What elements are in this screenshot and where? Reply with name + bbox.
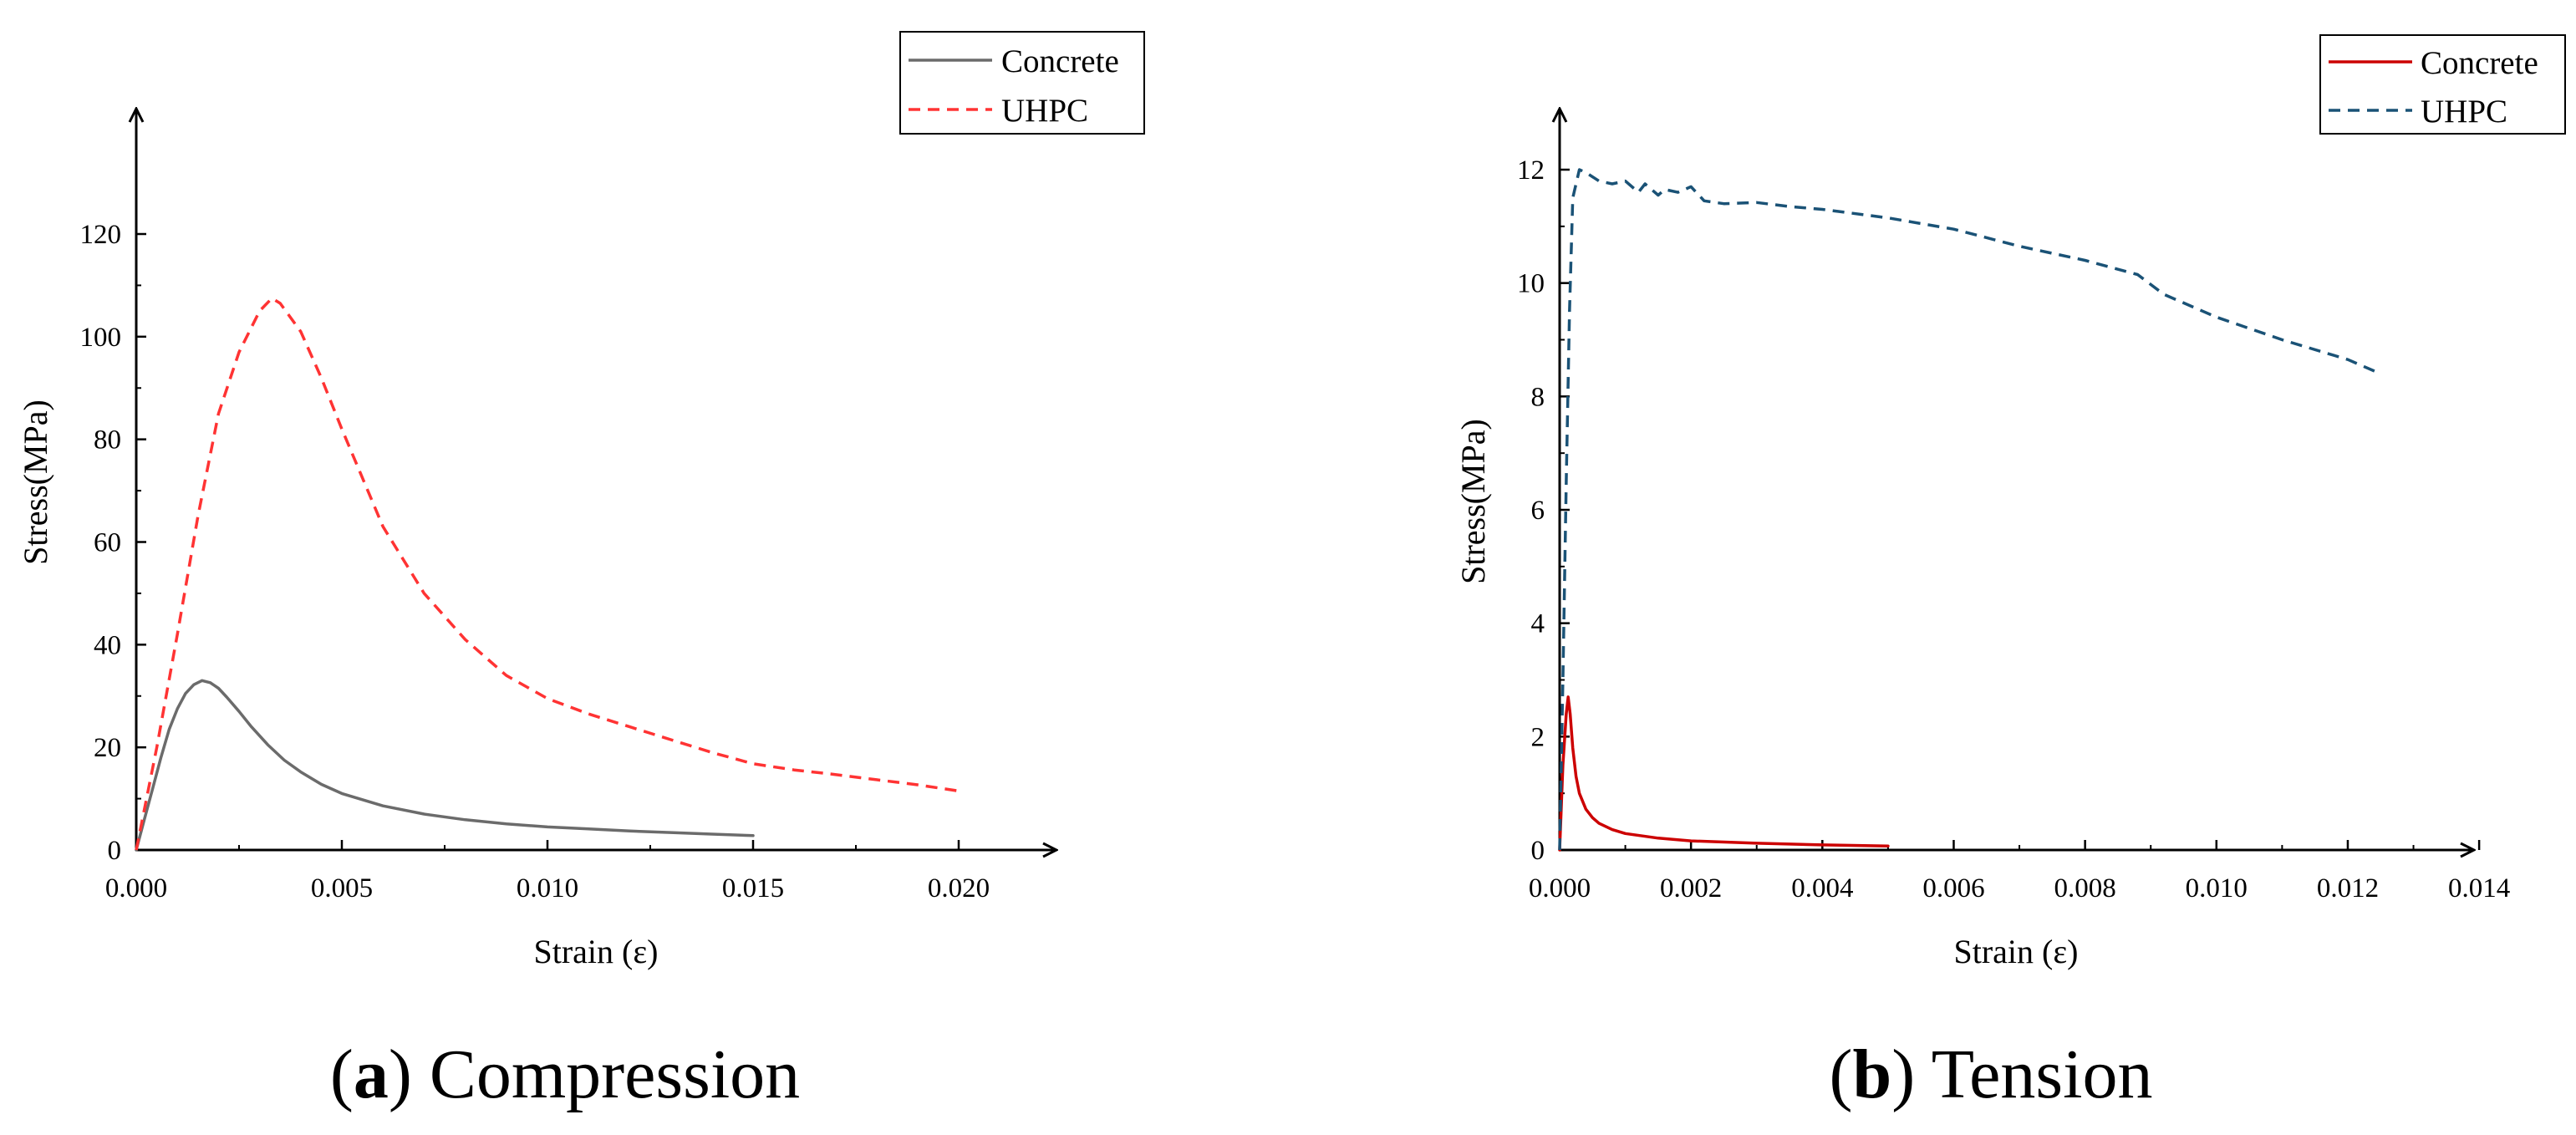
caption-tension-text: Tension [1932,1036,2153,1113]
tension-x-tick-label: 0.000 [1529,873,1591,903]
tension-y-tick-label: 8 [1531,382,1545,412]
tension-x-tick-label: 0.002 [1660,873,1722,903]
tension-x-axis-title: Strain (ε) [1954,933,2079,970]
compression-legend: Concrete UHPC [899,31,1145,135]
tension-x-tick-label: 0.010 [2186,873,2248,903]
compression-series-uhpc-line [135,297,960,851]
caption-tension-letter: b [1853,1036,1892,1113]
legend-uhpc-label: UHPC [2421,94,2507,130]
compression-plot: 0 20 40 60 80 100 120 0.000 0.005 0.010 0.015 0.020 [80,109,1057,903]
tension-y-axis-title: Stress(MPa) [1454,419,1492,584]
legend-uhpc-label: UHPC [1001,93,1088,129]
compression-y-tick-label: 120 [80,220,122,250]
compression-y-tick-label: 100 [80,323,122,353]
tension-plot: 0 2 4 6 8 10 12 0.000 0.002 0.004 0.006 0.008 0.010 0… [1517,109,2510,903]
compression-series-concrete-line [135,679,755,852]
compression-x-tick-label: 0.010 [517,873,578,903]
compression-panel: 0 20 40 60 80 100 120 0.000 0.005 0.010 0.015 0.020… [17,31,1145,1113]
compression-y-tick-label: 40 [94,630,121,660]
compression-y-tick-label: 0 [108,836,122,866]
tension-y-tick-label: 0 [1531,836,1545,866]
legend-concrete-label: Concrete [2421,45,2538,81]
tension-y-tick-label: 12 [1517,155,1545,186]
tension-x-tick-label: 0.014 [2448,873,2510,903]
compression-y-tick-label: 60 [94,528,121,558]
tension-x-tick-label: 0.008 [2054,873,2116,903]
tension-x-tick-label: 0.004 [1791,873,1853,903]
caption-compression: (a) Compression [330,1036,800,1113]
tension-x-tick-label: 0.006 [1922,873,1984,903]
tension-panel: 0 2 4 6 8 10 12 0.000 0.002 0.004 0.006 0.008 0.010 0… [1454,34,2566,1113]
caption-tension: (b) Tension [1830,1036,2153,1113]
compression-y-axis-title: Stress(MPa) [17,400,54,565]
compression-x-axis-title: Strain (ε) [534,933,659,970]
legend-concrete-label: Concrete [1001,43,1119,79]
compression-x-tick-label: 0.000 [105,873,167,903]
tension-y-tick-label: 10 [1517,269,1545,299]
tension-series-concrete-line [1558,695,1890,852]
compression-y-tick-label: 80 [94,425,121,456]
compression-x-tick-label: 0.015 [722,873,784,903]
compression-x-tick-label: 0.005 [311,873,373,903]
compression-y-tick-label: 20 [94,733,121,763]
tension-legend: Concrete UHPC [2319,34,2566,135]
tension-y-tick-label: 2 [1531,722,1545,752]
tension-series-uhpc-line [1558,168,2381,851]
compression-x-tick-label: 0.020 [928,873,990,903]
tension-x-tick-label: 0.012 [2317,873,2379,903]
tension-y-tick-label: 4 [1531,609,1545,639]
caption-compression-text: Compression [430,1036,800,1113]
caption-compression-letter: a [354,1036,389,1113]
tension-y-tick-label: 6 [1531,496,1545,526]
